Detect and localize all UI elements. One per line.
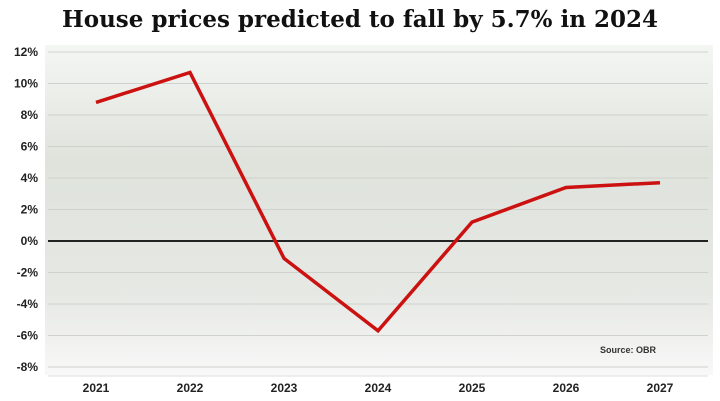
y-tick-label: 2% bbox=[21, 203, 39, 217]
y-tick-label: -4% bbox=[17, 297, 39, 311]
x-tick-label: 2026 bbox=[553, 381, 580, 395]
source-annotation: Source: OBR bbox=[600, 345, 657, 355]
y-tick-label: 10% bbox=[14, 77, 38, 91]
y-tick-label: 12% bbox=[14, 45, 38, 59]
y-tick-label: -6% bbox=[17, 329, 39, 343]
x-tick-label: 2023 bbox=[271, 381, 298, 395]
x-tick-label: 2024 bbox=[365, 381, 392, 395]
chart-title: House prices predicted to fall by 5.7% i… bbox=[62, 6, 658, 33]
y-tick-label: 4% bbox=[21, 171, 39, 185]
y-tick-label: 8% bbox=[21, 108, 39, 122]
x-tick-label: 2022 bbox=[177, 381, 204, 395]
y-tick-label: -2% bbox=[17, 266, 39, 280]
y-tick-label: -8% bbox=[17, 360, 39, 374]
x-tick-label: 2021 bbox=[83, 381, 110, 395]
x-tick-label: 2025 bbox=[459, 381, 486, 395]
y-tick-label: 0% bbox=[21, 234, 39, 248]
y-tick-label: 6% bbox=[21, 140, 39, 154]
x-tick-label: 2027 bbox=[647, 381, 674, 395]
